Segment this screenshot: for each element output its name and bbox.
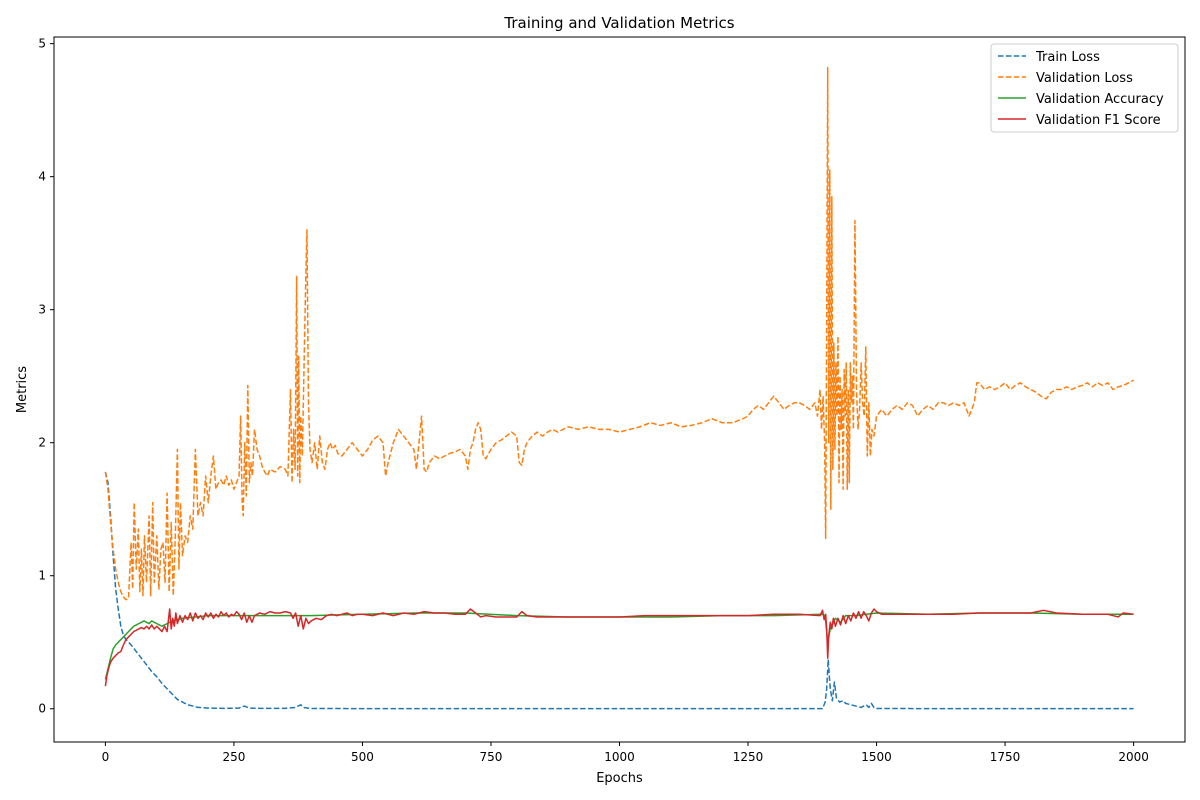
x-tick-label: 2000	[1118, 750, 1149, 764]
legend-label-0: Train Loss	[1035, 50, 1100, 65]
y-tick-label: 4	[38, 170, 46, 184]
x-tick-label: 1250	[733, 750, 764, 764]
y-tick-label: 2	[38, 436, 46, 450]
legend: Train Loss Validation Loss Validation Accu…	[990, 43, 1179, 133]
x-axis-ticks: 0 250 500 750 1000 1250 1500 1750 2000	[102, 742, 1149, 764]
chart-title: Training and Validation Metrics	[503, 14, 734, 32]
x-tick-label: 1750	[990, 750, 1021, 764]
series-line-3	[104, 608, 1134, 687]
legend-box	[990, 43, 1179, 133]
y-tick-label: 3	[38, 303, 46, 317]
y-tick-label: 0	[38, 702, 46, 716]
x-tick-label: 0	[102, 750, 110, 764]
x-tick-label: 750	[480, 750, 503, 764]
y-axis-label: Metrics	[15, 366, 30, 413]
series-line-1	[104, 66, 1134, 601]
x-tick-label: 500	[351, 750, 374, 764]
y-axis-ticks: 0 1 2 3 4 5	[38, 37, 54, 716]
legend-label-2: Validation Accuracy	[1036, 92, 1164, 107]
legend-label-1: Validation Loss	[1036, 71, 1133, 86]
x-axis-label: Epochs	[596, 771, 643, 786]
y-tick-label: 1	[38, 569, 46, 583]
x-tick-label: 1000	[604, 750, 635, 764]
y-tick-label: 5	[38, 37, 46, 51]
plot-lines	[104, 66, 1134, 710]
series-line-0	[104, 471, 1134, 710]
x-tick-label: 1500	[861, 750, 892, 764]
x-tick-label: 250	[222, 750, 245, 764]
legend-label-3: Validation F1 Score	[1036, 113, 1161, 128]
